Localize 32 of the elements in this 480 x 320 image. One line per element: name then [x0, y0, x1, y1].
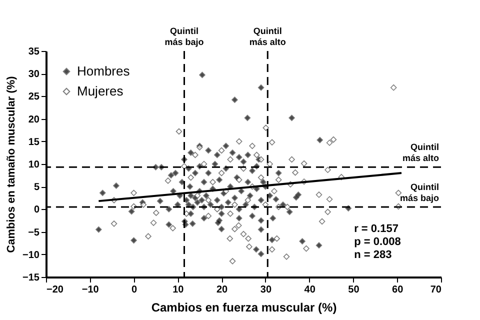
- y-tick-label: −10: [22, 250, 40, 261]
- ref-line-label: Quintil más alto: [402, 142, 440, 164]
- ref-line-label: Quintil más bajo: [164, 26, 204, 47]
- y-tick-label: −5: [28, 227, 40, 238]
- annotation: p = 0.008: [354, 236, 401, 248]
- y-tick-label: −15: [22, 272, 40, 284]
- x-tick-label: −20: [46, 284, 64, 296]
- x-tick-label: 60: [392, 284, 404, 296]
- x-tick-label: 0: [131, 284, 138, 296]
- y-tick-label: 25: [28, 92, 40, 103]
- legend-label: Hombres: [77, 64, 130, 78]
- x-tick-label: 70: [430, 284, 442, 296]
- x-tick-label: 10: [172, 284, 184, 296]
- y-axis-title: Cambios en tamaño muscular (%): [6, 76, 18, 253]
- x-tick-label: 50: [348, 284, 360, 296]
- x-tick-label: 40: [304, 284, 316, 296]
- annotation: r = 0.157: [354, 222, 398, 235]
- y-tick-label: 20: [28, 114, 40, 126]
- ref-line-label: Quintil más bajo: [400, 182, 440, 203]
- x-tick-label: 30: [260, 284, 272, 296]
- y-tick-label: 35: [28, 46, 40, 58]
- y-tick-label: 10: [28, 160, 40, 170]
- y-tick-label: 5: [34, 182, 40, 194]
- x-tick-label: −10: [82, 284, 100, 296]
- x-tick-label: 20: [216, 284, 228, 296]
- legend-label: Mujeres: [77, 84, 124, 98]
- y-tick-label: 15: [28, 136, 40, 148]
- y-tick-label: 0: [34, 204, 40, 216]
- x-axis-title: Cambios en fuerza muscular (%): [151, 300, 337, 314]
- y-tick-label: 30: [28, 69, 40, 80]
- annotation: n = 283: [354, 248, 392, 261]
- ref-line-label: Quintil más alto: [249, 26, 286, 47]
